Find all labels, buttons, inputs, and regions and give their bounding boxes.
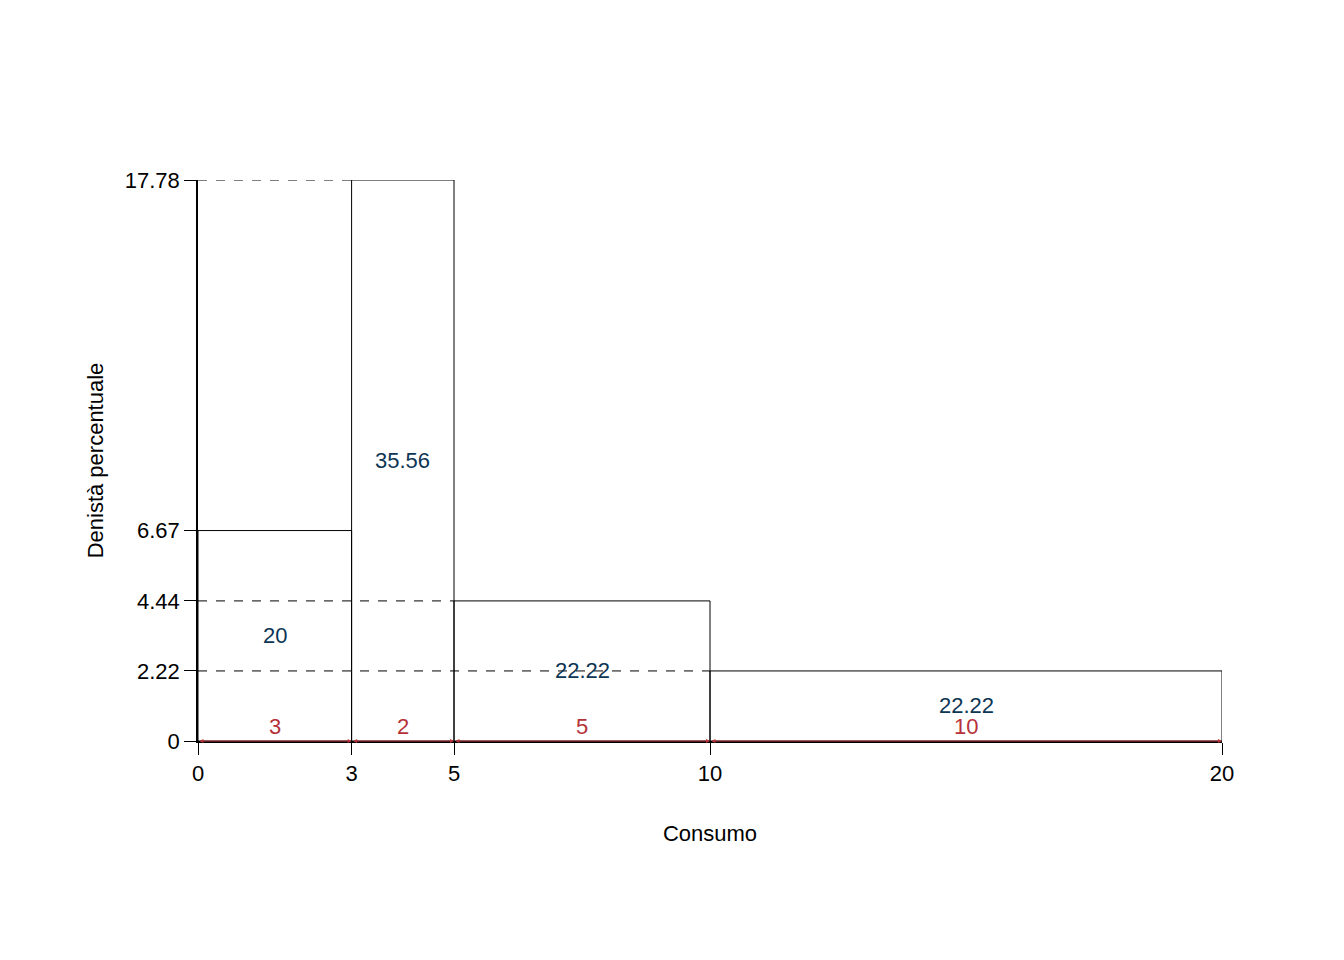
svg-text:22.22: 22.22 [939,693,994,718]
svg-text:35.56: 35.56 [375,448,430,473]
svg-text:10: 10 [954,714,978,739]
svg-text:22.22: 22.22 [555,658,610,683]
svg-text:Consumo: Consumo [663,821,757,846]
svg-text:4.44: 4.44 [137,589,180,614]
svg-text:6.67: 6.67 [137,518,180,543]
svg-text:2: 2 [397,714,409,739]
svg-text:3: 3 [345,761,357,786]
svg-text:17.78: 17.78 [125,168,180,193]
svg-text:2.22: 2.22 [137,659,180,684]
svg-text:5: 5 [576,714,588,739]
svg-text:5: 5 [448,761,460,786]
svg-text:10: 10 [698,761,722,786]
svg-text:0: 0 [168,729,180,754]
svg-text:Denistà percentuale: Denistà percentuale [83,363,108,559]
svg-text:20: 20 [263,623,287,648]
svg-text:20: 20 [1210,761,1234,786]
svg-text:3: 3 [269,714,281,739]
svg-text:0: 0 [192,761,204,786]
